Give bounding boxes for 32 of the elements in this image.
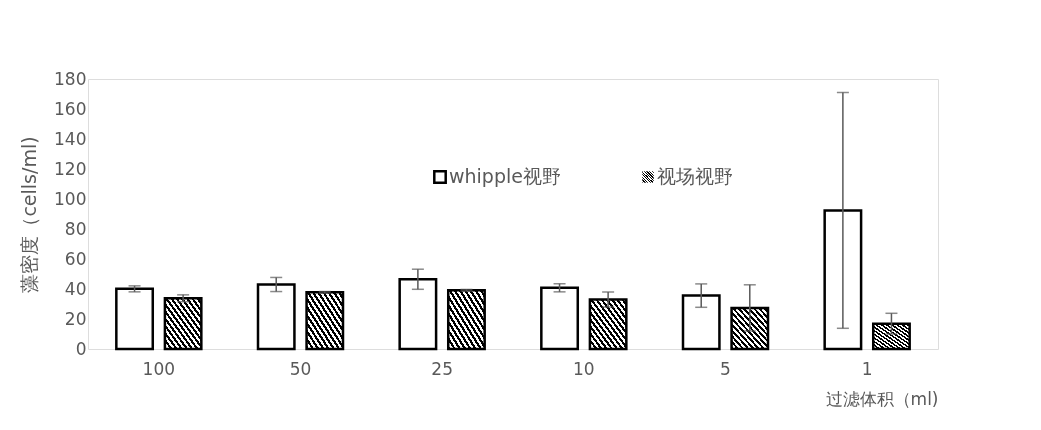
y-tick-label: 100 [54, 188, 87, 209]
x-tick-label: 5 [720, 358, 731, 379]
y-tick-label: 20 [64, 308, 87, 329]
bar [540, 286, 580, 351]
y-tick-label: 0 [75, 338, 87, 359]
x-axis-title: 过滤体积（ml) [825, 388, 939, 409]
x-tick-label: 100 [142, 358, 176, 379]
bar [305, 291, 345, 351]
bar [681, 294, 721, 351]
x-tick-label: 25 [431, 358, 453, 379]
bar [256, 283, 296, 351]
y-tick-label: 140 [54, 128, 87, 149]
y-tick-label: 180 [54, 68, 87, 89]
bar [398, 278, 438, 351]
bar [823, 209, 863, 351]
bar [163, 297, 203, 351]
bar [446, 288, 486, 351]
x-tick-label: 50 [289, 358, 312, 379]
legend-label: 视场视野 [657, 165, 733, 187]
y-tick-label: 80 [64, 218, 87, 239]
y-tick-label: 40 [64, 278, 87, 299]
y-tick-label: 60 [64, 248, 87, 269]
bar [115, 287, 155, 351]
bar [871, 322, 911, 351]
bar [730, 306, 770, 351]
y-tick-label: 160 [54, 98, 87, 119]
y-tick-label: 120 [54, 158, 87, 179]
x-tick-label: 1 [861, 358, 873, 379]
x-tick-label: 10 [573, 358, 595, 379]
bar [588, 298, 628, 351]
legend-label: whipple视野 [449, 165, 561, 187]
y-axis-title: 藻密度（cells/ml) [18, 136, 41, 293]
